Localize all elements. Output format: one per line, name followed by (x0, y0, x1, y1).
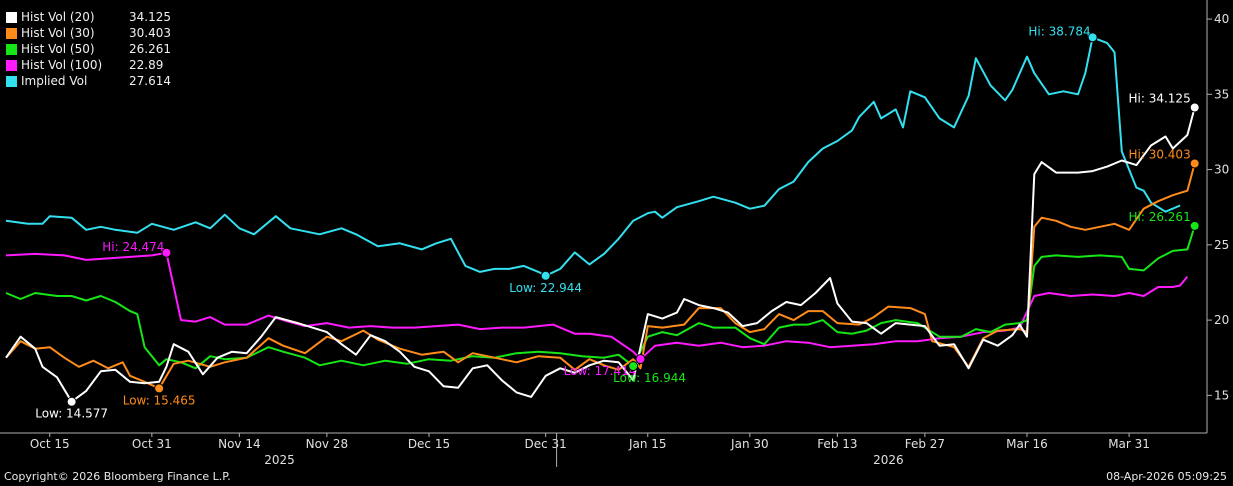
annotation-label: Low: 15.465 (123, 393, 196, 407)
legend-series-name: Hist Vol (30) (21, 26, 95, 40)
annotation-marker (1189, 220, 1200, 231)
x-tick-label: Nov 14 (218, 437, 261, 451)
annotation-label: Hi: 26.261 (1129, 210, 1191, 224)
annotation-label: Hi: 38.784 (1028, 24, 1090, 38)
annotation-label: Hi: 34.125 (1129, 91, 1191, 105)
chart-legend: Hist Vol (20) 34.125 Hist Vol (30) 30.40… (6, 9, 171, 89)
annotation-marker (1189, 158, 1200, 169)
x-tick-label: Mar 31 (1108, 437, 1150, 451)
legend-series-name: Hist Vol (20) (21, 10, 95, 24)
year-label: 2025 (264, 453, 295, 467)
y-tick-label: 15 (1214, 388, 1229, 402)
x-tick-label: Oct 15 (30, 437, 70, 451)
timestamp-text: 08-Apr-2026 05:09:25 (1106, 470, 1227, 483)
x-tick-label: Jan 15 (628, 437, 667, 451)
legend-swatch (6, 43, 17, 55)
annotation-marker (1087, 32, 1098, 43)
legend-series-name: Implied Vol (21, 74, 88, 88)
x-tick-label: Jan 30 (730, 437, 769, 451)
series-line-implied-vol (5, 36, 1181, 277)
annotation-marker (154, 383, 165, 394)
legend-item-implied-vol[interactable]: Implied Vol 27.614 (6, 73, 171, 89)
annotation-marker (635, 354, 646, 365)
annotation-label: Low: 22.944 (509, 281, 582, 295)
legend-series-value: 34.125 (129, 10, 171, 24)
legend-series-name: Hist Vol (100) (21, 58, 103, 72)
annotation-label: Low: 14.577 (35, 407, 108, 421)
annotation-marker (628, 361, 639, 372)
legend-item-hist-vol-50[interactable]: Hist Vol (50) 26.261 (6, 41, 171, 57)
x-tick-label: Feb 13 (817, 437, 857, 451)
legend-series-value: 27.614 (129, 74, 171, 88)
y-tick-label: 40 (1214, 12, 1229, 26)
legend-series-name: Hist Vol (50) (21, 42, 95, 56)
series-line-hist-vol-50 (5, 225, 1196, 370)
legend-swatch (6, 59, 17, 71)
annotation-label: Hi: 24.474 (102, 240, 164, 254)
annotation-marker (161, 247, 172, 258)
x-tick-label: Nov 28 (306, 437, 349, 451)
x-tick-label: Oct 31 (132, 437, 172, 451)
annotation-marker (66, 396, 77, 407)
y-tick-label: 30 (1214, 163, 1229, 177)
legend-series-value: 22.89 (129, 58, 164, 72)
annotation-label: Low: 17.414 (564, 364, 637, 378)
copyright-text: Copyright© 2026 Bloomberg Finance L.P. (4, 470, 231, 483)
series-line-hist-vol-20 (5, 107, 1196, 403)
legend-swatch (6, 11, 17, 23)
x-tick-label: Dec 15 (408, 437, 450, 451)
y-tick-label: 25 (1214, 238, 1229, 252)
legend-swatch (6, 75, 17, 87)
year-label: 2026 (873, 453, 904, 467)
legend-series-value: 26.261 (129, 42, 171, 56)
series-line-hist-vol-30 (5, 163, 1196, 390)
x-tick-label: Feb 27 (905, 437, 945, 451)
annotation-label: Hi: 30.403 (1129, 148, 1191, 162)
legend-item-hist-vol-100[interactable]: Hist Vol (100) 22.89 (6, 57, 171, 73)
legend-series-value: 30.403 (129, 26, 171, 40)
annotation-marker (540, 270, 551, 281)
legend-item-hist-vol-20[interactable]: Hist Vol (20) 34.125 (6, 9, 171, 25)
y-tick-label: 20 (1214, 313, 1229, 327)
legend-swatch (6, 27, 17, 39)
x-tick-label: Mar 16 (1006, 437, 1048, 451)
legend-item-hist-vol-30[interactable]: Hist Vol (30) 30.403 (6, 25, 171, 41)
annotation-label: Low: 16.944 (613, 371, 686, 385)
y-tick-label: 35 (1214, 87, 1229, 101)
x-tick-label: Dec 31 (525, 437, 567, 451)
series-line-hist-vol-100 (5, 251, 1189, 361)
annotation-marker (1189, 102, 1200, 113)
